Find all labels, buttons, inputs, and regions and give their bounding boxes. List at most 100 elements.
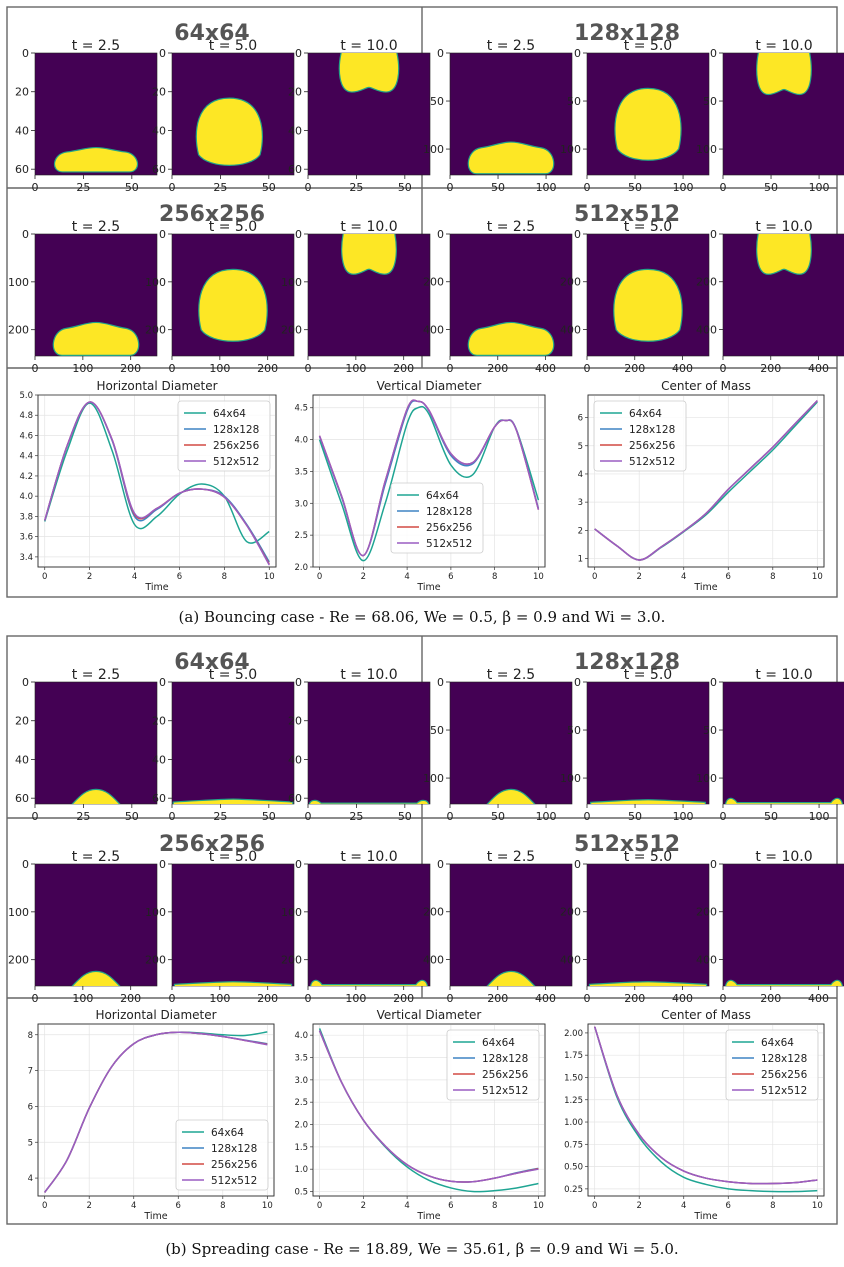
y-tick-label: 3.5	[294, 1054, 308, 1064]
y-tick-label: 4.0	[294, 1031, 308, 1041]
b-256-time-label: t = 10.0	[340, 849, 397, 865]
y-tick-label: 3.0	[294, 1076, 308, 1086]
a-128-y-tick-label: 100	[423, 143, 444, 156]
plot-frame	[587, 1023, 825, 1197]
legend-label: 512x512	[761, 1085, 807, 1097]
y-tick-label: 3.4	[19, 553, 33, 563]
a-64-y-tick-label: 40	[152, 124, 166, 137]
b-128-x-tick-label: 50	[628, 810, 642, 823]
b-128-field-background	[586, 681, 710, 805]
b-512-y-tick-label: 400	[560, 953, 581, 966]
a-256-x-tick-label: 200	[120, 362, 141, 375]
chart-4: 0.5 1.0 1.5 2.0 2.5 3.0 3.5 4.0 0 2 4 6 8 10 Vertical …	[294, 1008, 546, 1222]
b-512-x-tick-label: 200	[624, 992, 645, 1005]
b-512-time-label: t = 10.0	[755, 849, 812, 865]
b-512-x-tick-label: 200	[487, 992, 508, 1005]
chart-title: Vertical Diameter	[377, 379, 482, 393]
b-512-panel: 512x512 t = 2.5 0 200 400 0 200 400 t = 5.0 0 200 4…	[423, 832, 844, 1005]
y-tick-label: 4.5	[294, 404, 308, 414]
y-tick-label: 0.5	[294, 1188, 308, 1198]
y-tick-label: 4	[28, 1174, 33, 1184]
b-128-x-tick-label: 100	[809, 810, 830, 823]
x-tick-label: 0	[317, 1201, 322, 1211]
a-128-y-tick-label: 50	[703, 95, 717, 108]
a-128-x-tick-label: 0	[584, 181, 591, 194]
b-128-time-label: t = 2.5	[487, 667, 535, 683]
a-256-time-label: t = 2.5	[72, 219, 120, 235]
b-64-time-label: t = 5.0	[209, 667, 257, 683]
legend-label: 512x512	[211, 1175, 257, 1187]
a-64-x-tick-label: 25	[76, 181, 90, 194]
b-128-x-tick-label: 0	[447, 810, 454, 823]
b-64-field-background	[171, 681, 295, 805]
series-line-512x512	[318, 399, 540, 557]
b-512-y-tick-label: 200	[560, 906, 581, 919]
a-512-x-tick-label: 0	[584, 362, 591, 375]
b-64-y-tick-label: 20	[152, 715, 166, 728]
caption-a: (a) Bouncing case - Re = 68.06, We = 0.5…	[178, 608, 666, 626]
b-128-field-background	[722, 681, 844, 805]
b-128-y-tick-label: 100	[560, 772, 581, 785]
chart-3: 4 5 6 7 8 0 2 4 6 8 10 Horizontal Diameter Time 64x64…	[28, 1008, 275, 1222]
y-tick-label: 3.5	[294, 467, 308, 477]
b-64-field-background	[307, 681, 431, 805]
a-64-droplet	[338, 53, 400, 93]
a-256-y-tick-label: 0	[295, 228, 302, 241]
x-tick-label: 6	[176, 1201, 181, 1211]
b-64-y-tick-label: 60	[15, 792, 29, 805]
chart-title: Horizontal Diameter	[96, 379, 217, 393]
plot-frame	[37, 394, 277, 568]
y-tick-label: 1.25	[564, 1096, 583, 1106]
y-tick-label: 4.0	[19, 492, 33, 502]
a-512-resolution-title: 512x512	[574, 202, 680, 227]
b-64-x-tick-label: 25	[213, 810, 227, 823]
legend-label: 64x64	[629, 408, 662, 420]
a-128-droplet	[614, 87, 682, 161]
y-tick-label: 4.6	[19, 431, 33, 441]
x-tick-label: 10	[533, 1201, 544, 1211]
a-64-x-tick-label: 25	[213, 181, 227, 194]
a-64-y-tick-label: 20	[152, 86, 166, 99]
plot-frame	[312, 394, 546, 568]
b-512-x-tick-label: 400	[535, 992, 556, 1005]
x-axis-label: Time	[416, 582, 440, 593]
a-64-time-label: t = 10.0	[340, 38, 397, 54]
b-256-x-tick-label: 200	[393, 992, 414, 1005]
legend-label: 64x64	[482, 1037, 515, 1049]
a-512-y-tick-label: 0	[710, 228, 717, 241]
plot-frame	[312, 1023, 546, 1197]
y-tick-label: 2.5	[294, 1098, 308, 1108]
b-256-x-tick-label: 200	[120, 992, 141, 1005]
y-tick-label: 0.75	[564, 1140, 583, 1150]
y-tick-label: 2.5	[294, 531, 308, 541]
b-128-y-tick-label: 50	[567, 724, 581, 737]
x-tick-label: 0	[42, 572, 47, 582]
a-512-time-label: t = 10.0	[755, 219, 812, 235]
a-256-x-tick-label: 0	[32, 362, 39, 375]
b-256-y-tick-label: 200	[8, 954, 29, 967]
a-256-x-tick-label: 0	[305, 362, 312, 375]
chart-0: 3.4 3.6 3.8 4.0 4.2 4.4 4.6 4.8 5.0 0 2 4 6 8 10 Horizo…	[19, 379, 277, 593]
a-64-y-tick-label: 40	[288, 124, 302, 137]
x-tick-label: 6	[726, 1201, 731, 1211]
b-64-x-tick-label: 50	[125, 810, 139, 823]
a-256-y-tick-label: 100	[8, 276, 29, 289]
b-512-resolution-title: 512x512	[574, 832, 680, 857]
a-256-y-tick-label: 0	[22, 228, 29, 241]
a-256-time-label: t = 5.0	[209, 219, 257, 235]
a-512-droplet	[467, 321, 555, 356]
b-256-time-label: t = 2.5	[72, 849, 120, 865]
series-line-512x512	[318, 1030, 539, 1183]
a-64-y-tick-label: 60	[15, 163, 29, 176]
b-64-y-tick-label: 0	[295, 676, 302, 689]
a-64-x-tick-label: 0	[169, 181, 176, 194]
legend-label: 512x512	[426, 538, 472, 550]
series-line-512x512	[594, 400, 818, 561]
b-64-y-tick-label: 20	[15, 715, 29, 728]
a-64-y-tick-label: 60	[288, 163, 302, 176]
b-128-droplet	[486, 788, 536, 804]
b-512-field-background	[449, 863, 573, 987]
b-256-y-tick-label: 0	[159, 858, 166, 871]
x-tick-label: 10	[812, 572, 823, 582]
b-256-x-tick-label: 100	[345, 992, 366, 1005]
